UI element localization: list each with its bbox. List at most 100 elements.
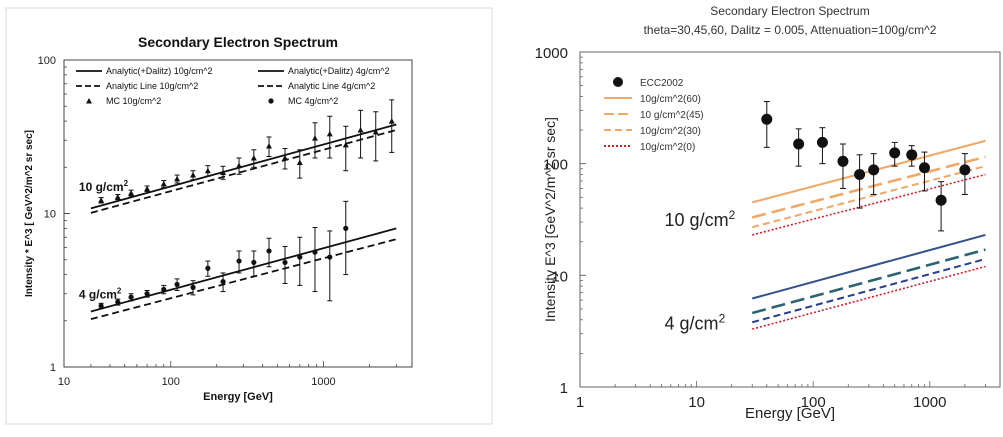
right-chart-panel: Secondary Electron Spectrum theta=30,45,6… [500, 0, 1003, 432]
data-point [174, 281, 180, 288]
y-tick-label: 100 [38, 55, 56, 67]
data-point [128, 190, 135, 196]
data-point [220, 279, 226, 285]
series-line [751, 233, 986, 300]
data-point [935, 194, 947, 206]
x-axis-label: Energy [GeV] [203, 391, 273, 403]
annotation-superscript: 2 [117, 286, 122, 295]
legend-label: Analytic Line 10g/cm^2 [106, 81, 198, 91]
chart-title: Secondary Electron Spectrum [138, 34, 338, 50]
legend-label: 10g/cm^2(0) [640, 142, 695, 153]
data-point [144, 185, 151, 192]
y-tick-label: 100 [543, 157, 568, 174]
annotation-text: 4 g/cm [79, 287, 117, 301]
y-tick-label: 1 [50, 362, 56, 374]
legend: Analytic(+Dalitz) 10g/cm^2 Analytic Line … [76, 66, 390, 106]
data-point [204, 167, 211, 174]
data-point [357, 126, 364, 133]
data-point [343, 225, 349, 231]
legend-label: MC 4g/cm^2 [288, 96, 338, 106]
y-tick-label: 10 [44, 209, 56, 221]
data-point [250, 154, 257, 161]
data-point [793, 138, 805, 150]
series-line [751, 165, 986, 229]
data-point [161, 286, 167, 293]
legend-swatch [86, 98, 92, 104]
data-point [906, 149, 918, 161]
data-point [311, 135, 318, 141]
legend-label: Analytic(+Dalitz) 10g/cm^2 [106, 66, 213, 76]
annotation-superscript: 2 [729, 208, 736, 222]
x-tick-label: 1000 [913, 394, 946, 411]
data-point [761, 113, 773, 125]
series-line [751, 258, 986, 324]
data-point [114, 194, 121, 200]
data-point [918, 162, 930, 174]
data-point [326, 130, 333, 137]
annotation-text: 10 g/cm [665, 210, 729, 230]
legend-label: 10 g/cm^2(45) [640, 110, 704, 121]
x-axis-label: Energy [GeV] [745, 405, 835, 422]
data-point [959, 164, 971, 176]
legend-label: ECC2002 [640, 78, 684, 89]
data-point [251, 259, 257, 266]
data-point [372, 128, 379, 135]
data-point [205, 265, 211, 271]
data-point [160, 180, 167, 187]
legend: ECC2002 10g/cm^2(60) 10 g/cm^2(45) 10g/cm^2… [604, 77, 704, 153]
annotation-text: 4 g/cm [665, 313, 719, 333]
annotation-label: 10 g/cm2 [665, 208, 736, 230]
annotation-text: 10 g/cm [79, 180, 124, 194]
legend-swatch [268, 98, 274, 104]
data-point [190, 284, 196, 291]
data-point [266, 248, 272, 254]
left-chart-panel: Secondary Electron Spectrum 1 10 100 10 100 10… [0, 0, 500, 432]
data-point [868, 164, 880, 176]
right-chart: Secondary Electron Spectrum theta=30,45,6… [535, 4, 1001, 422]
data-point [220, 169, 227, 175]
data-point [282, 259, 288, 266]
legend-label: Analytic Line 4g/cm^2 [288, 81, 375, 91]
data-point [342, 141, 349, 148]
data-point [388, 118, 395, 124]
y-tick-label: 1 [560, 380, 568, 397]
x-tick-label: 1 [576, 394, 584, 411]
data-point [312, 249, 318, 255]
y-axis-label: Intensity * E^3 [ GeV^2/m^2 sr sec] [24, 130, 35, 297]
data-point [190, 172, 197, 178]
x-tick-label: 100 [801, 394, 826, 411]
legend-label: 10g/cm^2(60) [640, 94, 701, 105]
series-line [752, 265, 986, 330]
y-tick-label: 10 [551, 268, 568, 285]
annotation-superscript: 2 [124, 179, 129, 188]
y-tick-label: 1000 [535, 45, 568, 62]
data-point [327, 254, 333, 260]
x-tick-label: 1000 [311, 376, 335, 388]
legend-label: Analytic(+Dalitz) 4g/cm^2 [288, 66, 390, 76]
data-point [889, 147, 901, 159]
data-point [816, 136, 828, 148]
legend-label: 10g/cm^2(30) [640, 126, 701, 137]
legend-label: MC 10g/cm^2 [106, 96, 161, 106]
x-tick-label: 10 [58, 376, 70, 388]
data-point [236, 258, 242, 264]
data-point [115, 299, 121, 305]
series-line [751, 248, 986, 315]
y-axis-label: Intensity E^3 [GeV^2/m^2 sr sec] [542, 117, 558, 322]
data-point [297, 254, 303, 260]
data-point [282, 154, 289, 161]
data-point [144, 291, 150, 297]
data-point [266, 143, 273, 149]
chart-frame [5, 7, 493, 425]
data-point [296, 159, 303, 165]
series-line [90, 238, 397, 321]
series-line [90, 129, 397, 214]
data-point [236, 162, 243, 169]
series-line [752, 173, 986, 236]
chart-title: Secondary Electron Spectrum [710, 4, 869, 18]
data-point [128, 294, 134, 300]
annotation-label: 10 g/cm2 [79, 179, 129, 194]
data-point [98, 197, 105, 203]
data-point [98, 303, 104, 309]
